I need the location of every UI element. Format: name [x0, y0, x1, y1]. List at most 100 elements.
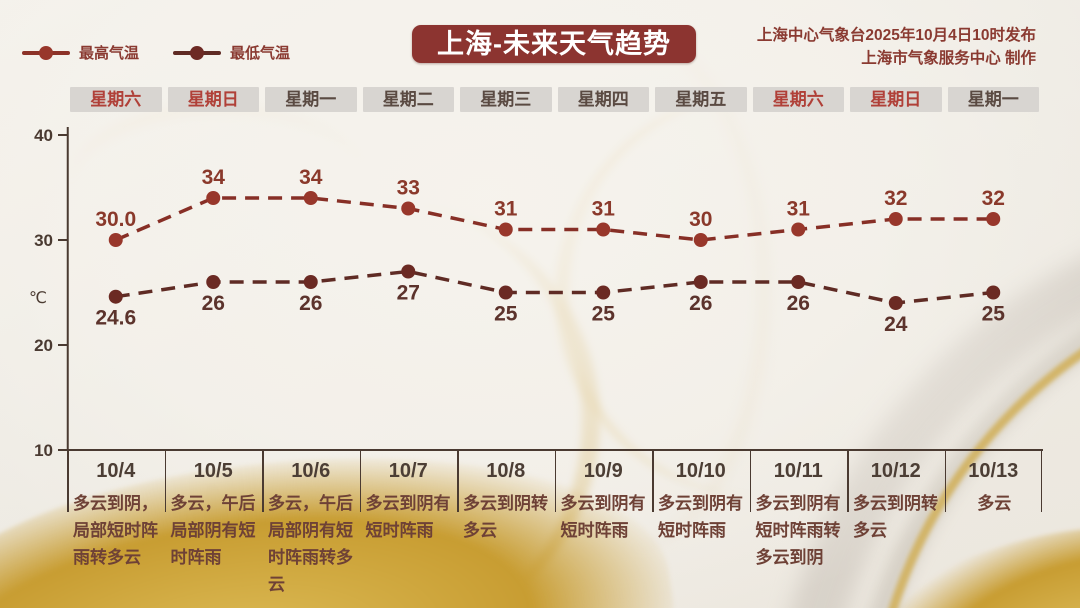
weekday-header: 星期六 — [67, 87, 165, 112]
forecast-date: 10/11 — [773, 460, 823, 482]
data-point-label: 31 — [787, 198, 811, 221]
column-divider — [457, 450, 459, 512]
data-point — [986, 285, 1001, 300]
column-divider — [944, 450, 946, 512]
forecast-date: 10/4 — [96, 460, 136, 482]
data-point-label: 25 — [592, 303, 616, 326]
forecast-column: 10/11 多云到阴有短时阵雨转多云到阴 — [749, 450, 848, 608]
data-point — [986, 212, 1001, 226]
data-point-label: 30.0 — [95, 208, 136, 231]
forecast-description: 多云，午后局部阴有短时阵雨转多云 — [268, 494, 353, 594]
data-point-label: 30 — [689, 208, 712, 231]
forecast-column: 10/8 多云到阴转多云 — [457, 450, 555, 608]
daily-forecast-row: 10/4 多云到阴，局部短时阵雨转多云 10/5 多云，午后局部阴有短时阵雨 10/6 多… — [67, 450, 1043, 608]
weekday-header-row: 星期六 星期日 星期一 星期二 星期三 星期四 星期五 星期六 星期日 星期一 — [67, 87, 1043, 112]
legend: 最高气温 最低气温 — [22, 42, 290, 63]
forecast-description: 多云到阴转多云 — [853, 494, 938, 540]
forecast-description: 多云，午后局部阴有短时阵雨 — [170, 494, 256, 567]
forecast-description: 多云到阴有短时阵雨 — [560, 494, 646, 540]
data-point-label: 32 — [982, 187, 1005, 210]
weekday-header: 星期日 — [847, 87, 945, 112]
column-divider — [164, 450, 166, 512]
weekday-header: 星期六 — [750, 87, 848, 112]
forecast-column: 10/7 多云到阴有短时阵雨 — [359, 450, 458, 608]
forecast-description: 多云到阴有短时阵雨 — [365, 494, 451, 540]
forecast-column: 10/6 多云，午后局部阴有短时阵雨转多云 — [262, 450, 360, 608]
data-point-label: 25 — [494, 303, 518, 326]
data-point-label: 26 — [787, 292, 810, 315]
forecast-date: 10/6 — [291, 460, 331, 482]
column-divider — [652, 450, 654, 512]
publisher-line-2: 上海市气象服务中心 制作 — [861, 50, 1036, 67]
data-point-label: 32 — [884, 187, 907, 210]
data-point-label: 24 — [884, 313, 908, 336]
forecast-date: 10/9 — [583, 460, 623, 482]
data-point-label: 26 — [299, 292, 322, 315]
data-point-label: 34 — [202, 166, 226, 189]
page-title: 上海-未来天气趋势 — [412, 25, 696, 63]
weekday-label: 星期一 — [947, 87, 1039, 112]
data-point — [108, 233, 123, 247]
forecast-column: 10/13 多云 — [944, 450, 1042, 608]
legend-dot-line-icon — [22, 45, 70, 60]
column-divider — [1040, 450, 1042, 512]
weekday-header: 星期五 — [652, 87, 750, 112]
weekday-label: 星期日 — [850, 87, 942, 112]
forecast-description: 多云到阴转多云 — [463, 494, 548, 540]
weekday-header: 星期三 — [457, 87, 555, 112]
legend-item: 最高气温 — [22, 42, 139, 63]
data-point — [596, 222, 611, 237]
data-point-label: 33 — [397, 177, 420, 200]
data-point-label: 31 — [494, 198, 518, 221]
forecast-date: 10/12 — [870, 460, 921, 482]
column-divider — [749, 450, 751, 512]
weekday-header: 星期四 — [555, 87, 653, 112]
weekday-header: 星期日 — [165, 87, 263, 112]
y-tick-label: 30 — [34, 231, 53, 250]
column-divider — [262, 450, 264, 512]
forecast-date: 10/10 — [675, 460, 726, 482]
forecast-column: 10/5 多云，午后局部阴有短时阵雨 — [164, 450, 263, 608]
column-divider — [847, 450, 849, 512]
weekday-label: 星期日 — [167, 87, 259, 112]
series-line — [115, 196, 994, 242]
data-point — [791, 275, 806, 289]
weekday-header: 星期一 — [945, 87, 1043, 112]
data-point-label: 25 — [982, 303, 1006, 326]
weekday-header: 星期二 — [360, 87, 458, 112]
data-point — [401, 201, 416, 216]
legend-label: 最低气温 — [230, 45, 291, 62]
data-point — [498, 285, 513, 300]
data-point — [693, 275, 708, 289]
weekday-label: 星期二 — [362, 87, 454, 112]
data-point — [791, 222, 806, 237]
data-point — [401, 264, 416, 279]
data-point — [206, 275, 221, 289]
y-axis-unit: ℃ — [29, 290, 47, 307]
forecast-column: 10/10 多云到阴有短时阵雨 — [652, 450, 750, 608]
data-point-label: 24.6 — [95, 307, 136, 330]
data-point — [206, 191, 221, 205]
weekday-label: 星期六 — [70, 87, 162, 112]
data-point — [888, 296, 903, 310]
forecast-date: 10/7 — [388, 460, 428, 482]
legend-item: 最低气温 — [173, 42, 290, 63]
data-point — [303, 191, 318, 205]
data-point — [498, 222, 513, 237]
y-tick-label: 40 — [34, 126, 53, 145]
publisher-line-1: 上海中心气象台2025年10月4日10时发布 — [756, 27, 1036, 44]
data-point-label: 34 — [299, 166, 323, 189]
data-point-label: 26 — [202, 292, 225, 315]
y-tick-label: 10 — [34, 441, 53, 460]
weekday-header: 星期一 — [262, 87, 360, 112]
weekday-label: 星期六 — [752, 87, 844, 112]
forecast-date: 10/8 — [486, 460, 526, 482]
forecast-date: 10/13 — [968, 460, 1019, 482]
weekday-label: 星期四 — [557, 87, 649, 112]
weekday-label: 星期五 — [655, 87, 747, 112]
forecast-column: 10/4 多云到阴，局部短时阵雨转多云 — [67, 450, 165, 608]
data-point — [303, 275, 318, 289]
data-point-label: 27 — [397, 282, 420, 305]
